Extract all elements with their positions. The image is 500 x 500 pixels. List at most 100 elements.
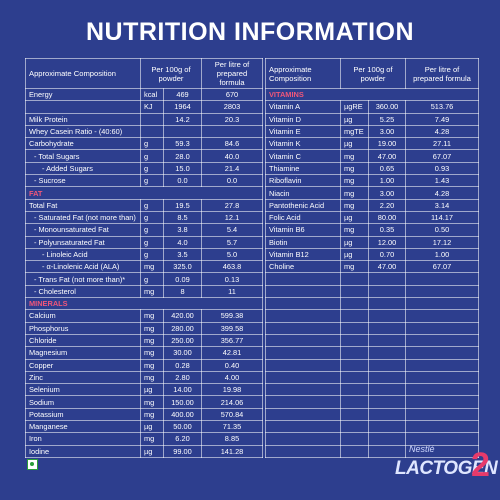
item-name: Magnesium <box>25 346 141 360</box>
item-name: - Sucrose <box>25 174 141 188</box>
unit: KJ <box>140 100 164 114</box>
item-name: Calcium <box>25 309 141 323</box>
empty-row <box>265 346 479 360</box>
unit: mg <box>140 260 164 274</box>
empty-cell <box>340 432 369 446</box>
empty-row <box>265 370 479 385</box>
header-row: Approximate Composition Per 100g of powde… <box>265 58 479 89</box>
row: Zinc mg 2.80 4.00 <box>25 370 263 385</box>
per-100g: 3.8 <box>163 223 202 237</box>
per-litre: 27.8 <box>201 198 263 212</box>
unit: µg <box>140 420 164 434</box>
empty-row <box>265 395 479 409</box>
per-100g: 12.00 <box>368 235 406 249</box>
row: Riboflavin mg 1.00 1.43 <box>265 174 479 188</box>
row: Whey Casein Ratio - (40:60) <box>25 124 263 139</box>
row: Chloride mg 250.00 356.77 <box>25 333 263 348</box>
row: Thiamine mg 0.65 0.93 <box>265 161 479 176</box>
per-litre: 0.13 <box>201 272 263 286</box>
item-name <box>25 100 141 114</box>
empty-cell <box>265 272 341 286</box>
item-name: - Cholesterol <box>25 284 141 299</box>
row: Biotin µg 12.00 17.12 <box>265 235 479 249</box>
empty-cell <box>368 321 406 335</box>
row: Vitamin B12 µg 0.70 1.00 <box>265 247 479 262</box>
empty-cell <box>340 284 369 299</box>
empty-row <box>265 358 479 372</box>
item-name: - Total Sugars <box>25 149 141 163</box>
empty-cell <box>265 420 341 434</box>
per-litre: 1.00 <box>405 247 479 262</box>
unit: µg <box>340 137 369 151</box>
empty-cell <box>265 321 341 335</box>
empty-cell <box>368 284 406 299</box>
header-cell: Per 100g of powder <box>340 58 406 89</box>
item-name: Iodine <box>25 444 141 458</box>
item-name: - Monounsaturated Fat <box>25 223 141 237</box>
empty-cell <box>405 309 479 323</box>
item-name: Phosphorus <box>25 321 141 335</box>
per-litre: 0.50 <box>405 223 479 237</box>
unit: mg <box>140 284 164 299</box>
empty-row <box>265 444 479 458</box>
empty-cell <box>265 309 341 323</box>
per-litre: 21.4 <box>201 161 263 176</box>
empty-cell <box>368 370 406 385</box>
item-name: Manganese <box>25 420 141 434</box>
per-litre <box>201 124 263 139</box>
empty-cell <box>405 370 479 385</box>
row: Manganese µg 50.00 71.35 <box>25 420 263 434</box>
row: Iron mg 6.20 8.85 <box>25 432 263 446</box>
brand-stage: 2 <box>471 446 490 484</box>
empty-cell <box>340 395 369 409</box>
item-name: Selenium <box>25 383 141 397</box>
section-heading: MINERALS <box>25 297 263 311</box>
empty-cell <box>340 383 369 397</box>
item-name: Choline <box>265 260 341 274</box>
per-litre: 399.58 <box>201 321 263 335</box>
row: FAT <box>25 186 263 200</box>
item-name: Total Fat <box>25 198 141 212</box>
per-100g: 8 <box>163 284 202 299</box>
nutrition-table: Approximate Composition Per 100g of powde… <box>265 58 479 458</box>
empty-cell <box>265 444 341 458</box>
unit: mg <box>140 309 164 323</box>
per-100g: 99.00 <box>163 444 202 458</box>
per-litre: 7.49 <box>405 112 479 126</box>
per-litre: 463.8 <box>201 260 263 274</box>
per-100g: 8.5 <box>163 210 202 225</box>
item-name: Vitamin E <box>265 124 341 139</box>
empty-cell <box>340 309 369 323</box>
brand-product: LACTOGEN <box>395 458 498 479</box>
unit: mg <box>340 186 369 200</box>
empty-cell <box>405 284 479 299</box>
item-name: Vitamin K <box>265 137 341 151</box>
empty-cell <box>368 333 406 348</box>
unit: g <box>140 247 164 262</box>
per-100g: 150.00 <box>163 395 202 409</box>
row: Niacin mg 3.00 4.28 <box>265 186 479 200</box>
unit: µg <box>340 112 369 126</box>
item-name: Riboflavin <box>265 174 341 188</box>
empty-cell <box>405 321 479 335</box>
empty-cell <box>265 333 341 348</box>
unit: mg <box>140 432 164 446</box>
per-litre: 4.00 <box>201 370 263 385</box>
per-100g: 28.0 <box>163 149 202 163</box>
empty-cell <box>368 383 406 397</box>
item-name: Milk Protein <box>25 112 141 126</box>
empty-row <box>265 284 479 299</box>
per-100g: 2.80 <box>163 370 202 385</box>
per-100g: 47.00 <box>368 260 406 274</box>
empty-cell <box>368 272 406 286</box>
unit: mg <box>140 333 164 348</box>
unit: mg <box>340 161 369 176</box>
row: MINERALS <box>25 297 263 311</box>
row: Energy kcal 469 670 <box>25 87 263 102</box>
empty-cell <box>405 297 479 311</box>
per-litre: 599.38 <box>201 309 263 323</box>
row: Vitamin B6 mg 0.35 0.50 <box>265 223 479 237</box>
empty-row <box>265 272 479 286</box>
item-name: Vitamin C <box>265 149 341 163</box>
